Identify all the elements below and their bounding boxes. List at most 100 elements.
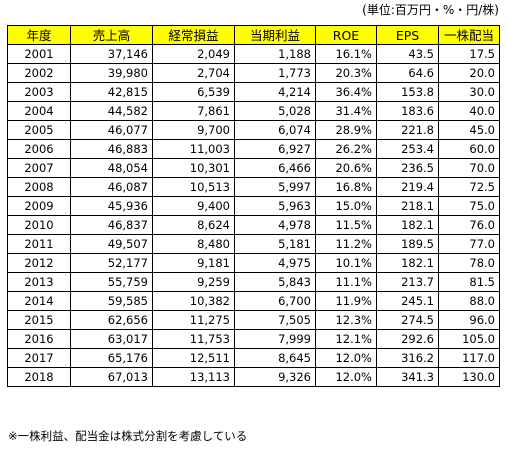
cell-dividend: 81.5	[438, 272, 500, 292]
cell-year: 2008	[7, 177, 71, 197]
cell-year: 2017	[7, 348, 71, 368]
cell-net-income: 5,028	[234, 101, 316, 121]
cell-eps: 64.6	[376, 63, 439, 83]
cell-net-income: 1,773	[234, 63, 316, 83]
cell-ordinary-income: 11,275	[152, 310, 235, 330]
cell-sales: 63,017	[70, 329, 153, 349]
cell-year: 2016	[7, 329, 71, 349]
cell-roe: 12.0%	[315, 348, 377, 368]
table-row: 2010 46,837 8,624 4,978 11.5% 182.1 76.0	[7, 215, 500, 235]
header-dividend: 一株配当	[438, 25, 500, 45]
cell-net-income: 4,978	[234, 215, 316, 235]
cell-sales: 46,883	[70, 139, 153, 159]
table-row: 2014 59,585 10,382 6,700 11.9% 245.1 88.0	[7, 291, 500, 311]
cell-sales: 39,980	[70, 63, 153, 83]
cell-year: 2018	[7, 367, 71, 387]
cell-roe: 36.4%	[315, 82, 377, 102]
cell-year: 2007	[7, 158, 71, 178]
cell-roe: 26.2%	[315, 139, 377, 159]
cell-sales: 52,177	[70, 253, 153, 273]
cell-ordinary-income: 11,753	[152, 329, 235, 349]
cell-year: 2003	[7, 82, 71, 102]
cell-sales: 46,837	[70, 215, 153, 235]
cell-year: 2015	[7, 310, 71, 330]
financial-table: 年度 売上高 経常損益 当期利益 ROE EPS 一株配当 2001 37,146…	[7, 25, 500, 387]
cell-sales: 59,585	[70, 291, 153, 311]
cell-sales: 67,013	[70, 367, 153, 387]
cell-year: 2011	[7, 234, 71, 254]
cell-ordinary-income: 10,513	[152, 177, 235, 197]
header-sales: 売上高	[70, 25, 153, 45]
cell-dividend: 77.0	[438, 234, 500, 254]
cell-roe: 16.1%	[315, 44, 377, 64]
cell-ordinary-income: 8,624	[152, 215, 235, 235]
cell-net-income: 8,645	[234, 348, 316, 368]
table-row: 2013 55,759 9,259 5,843 11.1% 213.7 81.5	[7, 272, 500, 292]
cell-sales: 62,656	[70, 310, 153, 330]
cell-net-income: 1,188	[234, 44, 316, 64]
cell-eps: 245.1	[376, 291, 439, 311]
cell-eps: 292.6	[376, 329, 439, 349]
table-row: 2018 67,013 13,113 9,326 12.0% 341.3 130.0	[7, 367, 500, 387]
table-row: 2002 39,980 2,704 1,773 20.3% 64.6 20.0	[7, 63, 500, 83]
header-ordinary-income: 経常損益	[152, 25, 235, 45]
cell-roe: 11.5%	[315, 215, 377, 235]
table-row: 2003 42,815 6,539 4,214 36.4% 153.8 30.0	[7, 82, 500, 102]
cell-eps: 183.6	[376, 101, 439, 121]
cell-roe: 11.2%	[315, 234, 377, 254]
cell-net-income: 7,505	[234, 310, 316, 330]
cell-eps: 182.1	[376, 253, 439, 273]
cell-year: 2006	[7, 139, 71, 159]
cell-ordinary-income: 13,113	[152, 367, 235, 387]
cell-sales: 42,815	[70, 82, 153, 102]
cell-net-income: 5,997	[234, 177, 316, 197]
cell-sales: 46,087	[70, 177, 153, 197]
table-row: 2012 52,177 9,181 4,975 10.1% 182.1 78.0	[7, 253, 500, 273]
cell-dividend: 30.0	[438, 82, 500, 102]
header-row: 年度 売上高 経常損益 当期利益 ROE EPS 一株配当	[7, 25, 500, 45]
cell-roe: 10.1%	[315, 253, 377, 273]
cell-ordinary-income: 6,539	[152, 82, 235, 102]
cell-roe: 12.1%	[315, 329, 377, 349]
footnote: ※一株利益、配当金は株式分割を考慮している	[8, 429, 248, 443]
cell-dividend: 117.0	[438, 348, 500, 368]
cell-roe: 15.0%	[315, 196, 377, 216]
cell-dividend: 70.0	[438, 158, 500, 178]
cell-eps: 236.5	[376, 158, 439, 178]
cell-ordinary-income: 2,049	[152, 44, 235, 64]
cell-net-income: 5,843	[234, 272, 316, 292]
cell-dividend: 96.0	[438, 310, 500, 330]
table-row: 2007 48,054 10,301 6,466 20.6% 236.5 70.0	[7, 158, 500, 178]
cell-dividend: 76.0	[438, 215, 500, 235]
cell-ordinary-income: 2,704	[152, 63, 235, 83]
cell-ordinary-income: 9,700	[152, 120, 235, 140]
cell-ordinary-income: 11,003	[152, 139, 235, 159]
cell-ordinary-income: 9,259	[152, 272, 235, 292]
cell-dividend: 88.0	[438, 291, 500, 311]
cell-eps: 221.8	[376, 120, 439, 140]
cell-eps: 189.5	[376, 234, 439, 254]
cell-sales: 44,582	[70, 101, 153, 121]
cell-eps: 316.2	[376, 348, 439, 368]
table-body: 2001 37,146 2,049 1,188 16.1% 43.5 17.5 2002 39,…	[7, 44, 500, 387]
table-row: 2004 44,582 7,861 5,028 31.4% 183.6 40.0	[7, 101, 500, 121]
cell-net-income: 9,326	[234, 367, 316, 387]
cell-dividend: 75.0	[438, 196, 500, 216]
table-row: 2006 46,883 11,003 6,927 26.2% 253.4 60.0	[7, 139, 500, 159]
cell-dividend: 17.5	[438, 44, 500, 64]
header-net-income: 当期利益	[234, 25, 316, 45]
cell-year: 2005	[7, 120, 71, 140]
table-row: 2016 63,017 11,753 7,999 12.1% 292.6 105.0	[7, 329, 500, 349]
cell-sales: 37,146	[70, 44, 153, 64]
table-row: 2011 49,507 8,480 5,181 11.2% 189.5 77.0	[7, 234, 500, 254]
cell-sales: 65,176	[70, 348, 153, 368]
cell-roe: 12.3%	[315, 310, 377, 330]
table-row: 2017 65,176 12,511 8,645 12.0% 316.2 117.0	[7, 348, 500, 368]
cell-dividend: 78.0	[438, 253, 500, 273]
cell-net-income: 6,466	[234, 158, 316, 178]
cell-net-income: 4,975	[234, 253, 316, 273]
header-roe: ROE	[315, 25, 377, 45]
cell-dividend: 105.0	[438, 329, 500, 349]
cell-year: 2012	[7, 253, 71, 273]
cell-ordinary-income: 8,480	[152, 234, 235, 254]
